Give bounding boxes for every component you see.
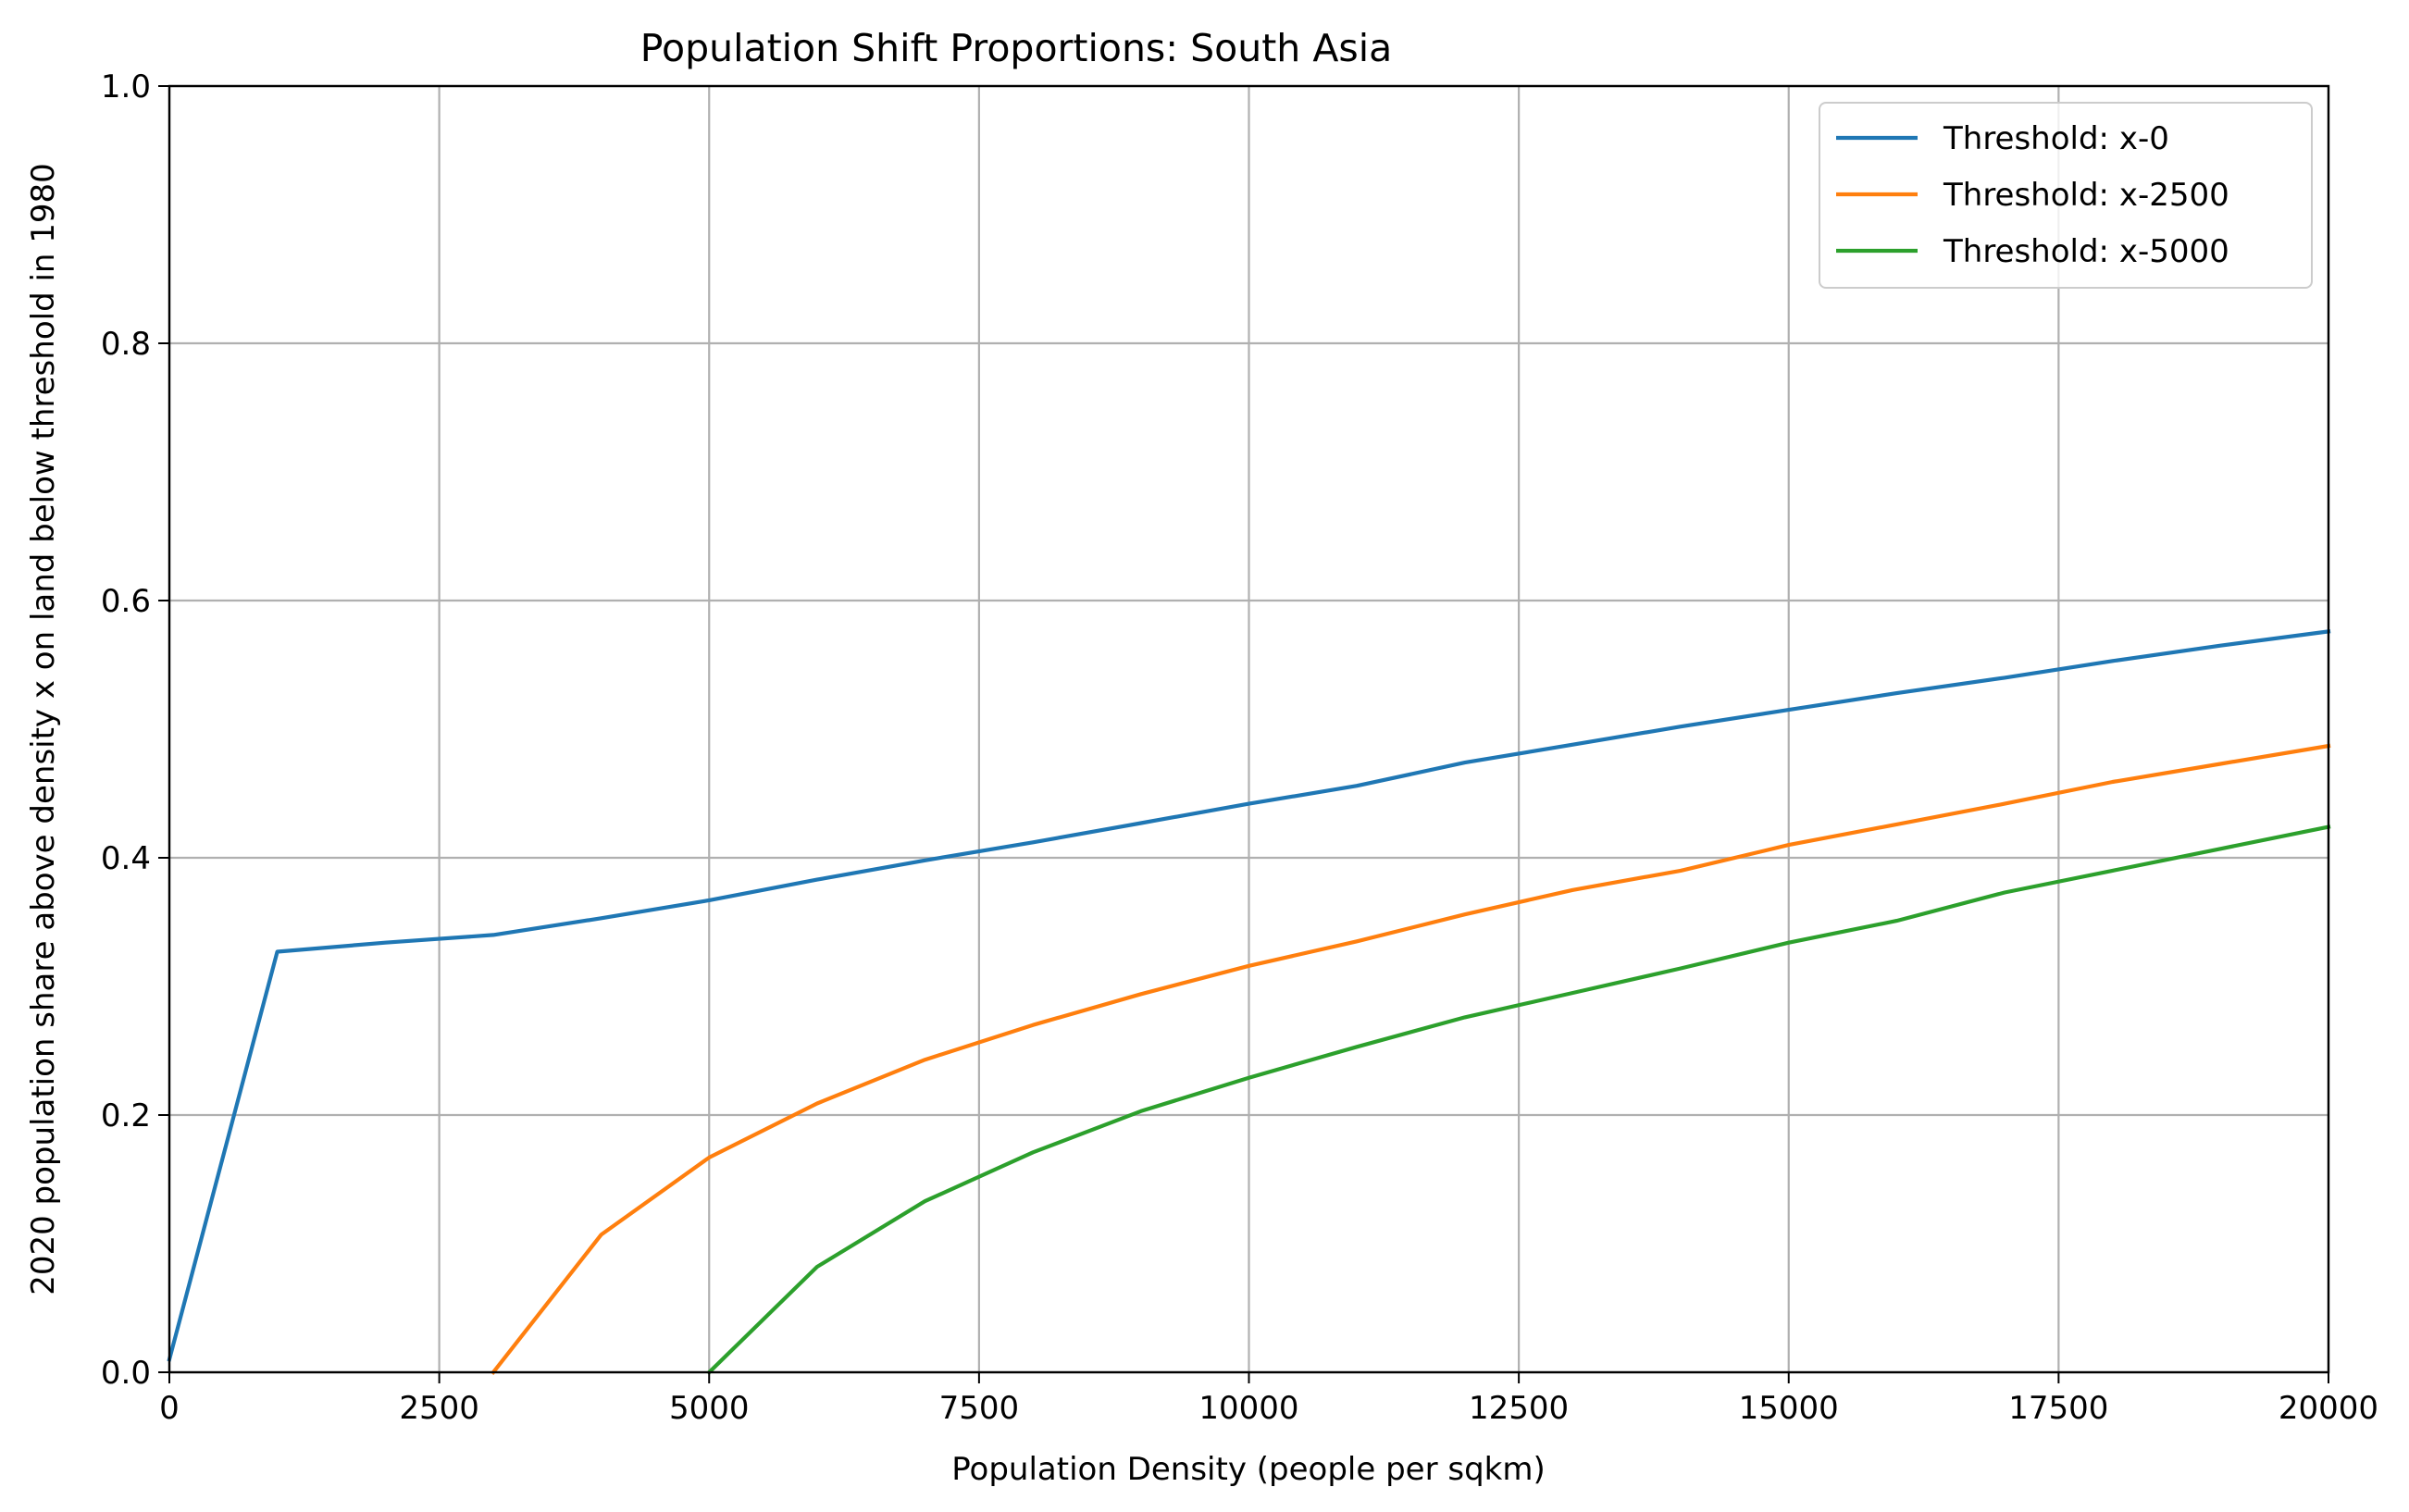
series-line-1 (167, 629, 2331, 1362)
x-tick-label: 12500 (1469, 1390, 1569, 1427)
series-line-3 (706, 824, 2331, 1375)
y-tick-label: 0.2 (101, 1097, 151, 1134)
x-tick-label: 2500 (399, 1390, 479, 1427)
x-tick-label: 17500 (2008, 1390, 2108, 1427)
x-tick-label: 15000 (1739, 1390, 1839, 1427)
x-tick-label: 10000 (1198, 1390, 1298, 1427)
series-layer (167, 629, 2331, 1375)
y-tick-label: 0.6 (101, 583, 151, 620)
y-tick-label: 0.0 (101, 1355, 151, 1392)
y-tick-label: 0.8 (101, 326, 151, 363)
legend-box (1819, 102, 2313, 289)
x-axis-label: Population Density (people per sqkm) (951, 1451, 1545, 1488)
y-axis-label: 2020 population share above density x on… (25, 163, 62, 1295)
y-axis: 0.0 0.2 0.4 0.6 0.8 1.0 (101, 68, 169, 1392)
x-axis: 0 2500 5000 7500 10000 12500 15000 17500 20000 (159, 1372, 2378, 1427)
y-tick-label: 0.4 (101, 840, 151, 877)
chart-title: Population Shift Proportions: South Asia (640, 26, 1393, 70)
x-tick-label: 0 (159, 1390, 180, 1427)
y-tick-label: 1.0 (101, 68, 151, 105)
legend-label: Threshold: x-0 (1943, 120, 2169, 157)
legend-label: Threshold: x-2500 (1943, 177, 2229, 214)
x-tick-label: 20000 (2279, 1390, 2378, 1427)
x-tick-label: 5000 (669, 1390, 750, 1427)
series-line-2 (490, 743, 2331, 1375)
x-tick-label: 7500 (939, 1390, 1020, 1427)
legend: Threshold: x-0 Threshold: x-2500 Threshold… (1819, 102, 2313, 289)
legend-label: Threshold: x-5000 (1943, 233, 2229, 270)
